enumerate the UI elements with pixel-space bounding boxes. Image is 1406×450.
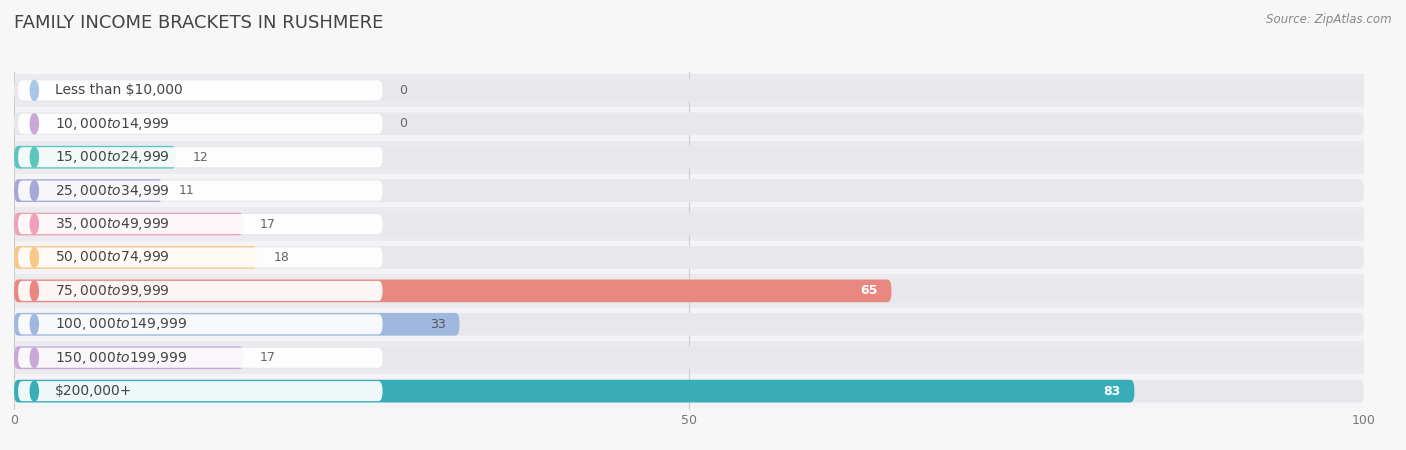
Circle shape <box>31 180 38 201</box>
FancyBboxPatch shape <box>14 279 891 302</box>
FancyBboxPatch shape <box>14 374 1364 408</box>
Circle shape <box>31 348 38 368</box>
Text: 65: 65 <box>860 284 877 297</box>
FancyBboxPatch shape <box>14 213 243 235</box>
Text: 0: 0 <box>399 84 406 97</box>
Text: $15,000 to $24,999: $15,000 to $24,999 <box>55 149 169 165</box>
FancyBboxPatch shape <box>18 81 382 100</box>
Text: $100,000 to $149,999: $100,000 to $149,999 <box>55 316 187 332</box>
Text: 11: 11 <box>179 184 194 197</box>
Circle shape <box>31 314 38 334</box>
FancyBboxPatch shape <box>14 313 460 336</box>
Text: Source: ZipAtlas.com: Source: ZipAtlas.com <box>1267 14 1392 27</box>
Text: 17: 17 <box>260 351 276 364</box>
FancyBboxPatch shape <box>14 79 1364 102</box>
Circle shape <box>31 381 38 401</box>
FancyBboxPatch shape <box>18 147 382 167</box>
FancyBboxPatch shape <box>14 246 257 269</box>
FancyBboxPatch shape <box>14 213 1364 235</box>
FancyBboxPatch shape <box>14 313 1364 336</box>
FancyBboxPatch shape <box>14 174 1364 207</box>
FancyBboxPatch shape <box>18 314 382 334</box>
Text: $25,000 to $34,999: $25,000 to $34,999 <box>55 183 169 198</box>
FancyBboxPatch shape <box>18 114 382 134</box>
FancyBboxPatch shape <box>14 179 163 202</box>
FancyBboxPatch shape <box>14 380 1364 402</box>
FancyBboxPatch shape <box>18 248 382 267</box>
Text: 17: 17 <box>260 217 276 230</box>
FancyBboxPatch shape <box>14 207 1364 241</box>
Circle shape <box>31 281 38 301</box>
FancyBboxPatch shape <box>14 146 1364 169</box>
FancyBboxPatch shape <box>14 346 243 369</box>
FancyBboxPatch shape <box>14 146 176 169</box>
FancyBboxPatch shape <box>14 346 1364 369</box>
FancyBboxPatch shape <box>14 246 1364 269</box>
Text: $200,000+: $200,000+ <box>55 384 132 398</box>
FancyBboxPatch shape <box>14 179 1364 202</box>
Text: 12: 12 <box>193 151 208 164</box>
FancyBboxPatch shape <box>14 274 1364 308</box>
FancyBboxPatch shape <box>18 348 382 368</box>
FancyBboxPatch shape <box>18 214 382 234</box>
FancyBboxPatch shape <box>14 279 1364 302</box>
FancyBboxPatch shape <box>18 180 382 201</box>
FancyBboxPatch shape <box>18 281 382 301</box>
Text: 18: 18 <box>273 251 290 264</box>
Text: Less than $10,000: Less than $10,000 <box>55 83 183 97</box>
Text: $50,000 to $74,999: $50,000 to $74,999 <box>55 249 169 266</box>
Text: $35,000 to $49,999: $35,000 to $49,999 <box>55 216 169 232</box>
Text: 33: 33 <box>430 318 446 331</box>
Text: $75,000 to $99,999: $75,000 to $99,999 <box>55 283 169 299</box>
FancyBboxPatch shape <box>14 140 1364 174</box>
Circle shape <box>31 248 38 267</box>
Circle shape <box>31 147 38 167</box>
Text: $10,000 to $14,999: $10,000 to $14,999 <box>55 116 169 132</box>
FancyBboxPatch shape <box>14 74 1364 107</box>
Circle shape <box>31 81 38 100</box>
FancyBboxPatch shape <box>14 341 1364 374</box>
FancyBboxPatch shape <box>14 107 1364 140</box>
FancyBboxPatch shape <box>14 380 1135 402</box>
FancyBboxPatch shape <box>14 241 1364 274</box>
Text: FAMILY INCOME BRACKETS IN RUSHMERE: FAMILY INCOME BRACKETS IN RUSHMERE <box>14 14 384 32</box>
Circle shape <box>31 114 38 134</box>
Text: 83: 83 <box>1104 385 1121 398</box>
Circle shape <box>31 214 38 234</box>
FancyBboxPatch shape <box>14 308 1364 341</box>
FancyBboxPatch shape <box>18 381 382 401</box>
Text: $150,000 to $199,999: $150,000 to $199,999 <box>55 350 187 366</box>
Text: 0: 0 <box>399 117 406 130</box>
FancyBboxPatch shape <box>14 112 1364 135</box>
